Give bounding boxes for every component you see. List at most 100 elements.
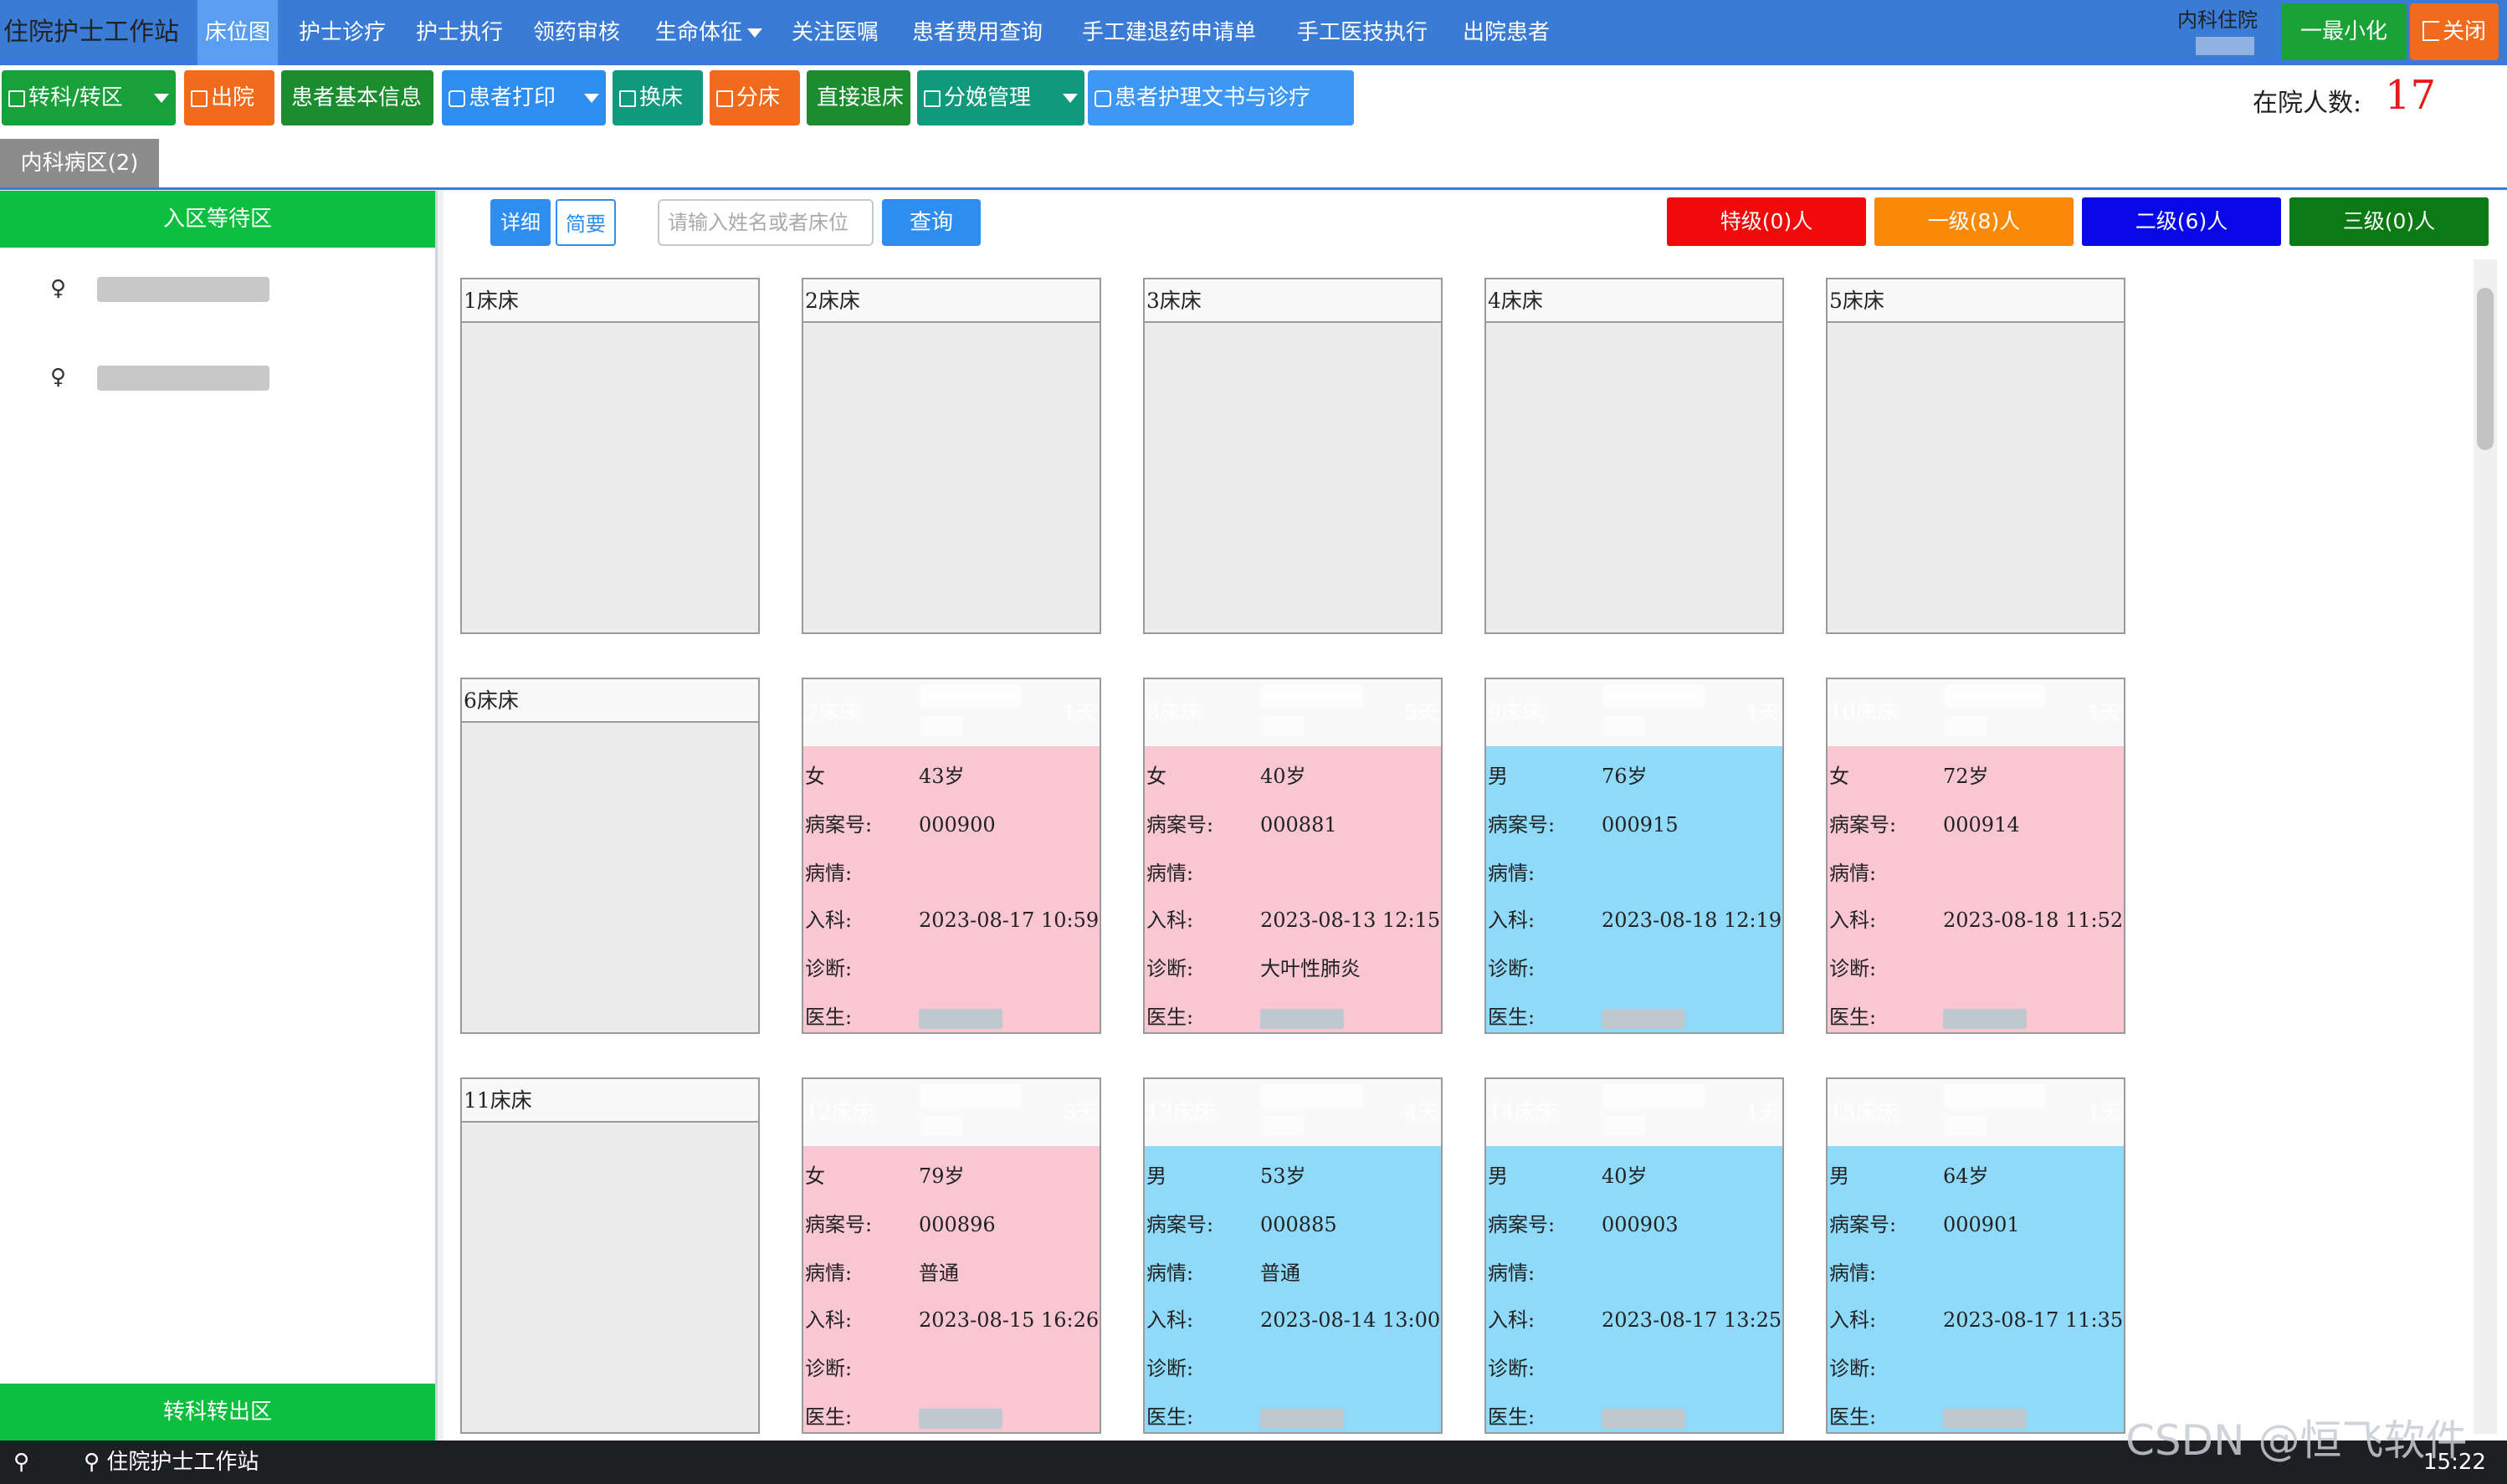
patient-name-redacted [1262, 1116, 1304, 1136]
change-bed-button[interactable]: 换床 [613, 70, 703, 125]
bed-field: 医生: [1488, 1000, 1685, 1030]
bed-field: 入科: 2023-08-15 16:26 [805, 1303, 1099, 1333]
patient-name-redacted [1603, 1084, 1704, 1108]
bed-card[interactable]: 4床床 [1484, 278, 1784, 634]
doctor-name-redacted [1943, 1408, 2027, 1429]
bed-field-value: 普通 [919, 1261, 959, 1285]
bed-field: 医生: [1146, 1400, 1344, 1430]
field-label: 病情: [805, 1261, 853, 1285]
waiting-area-header[interactable]: 入区等待区 [0, 191, 435, 248]
patient-name-redacted [1945, 1084, 2045, 1108]
patient-info-button[interactable]: 患者基本信息 [281, 70, 433, 125]
bed-header: 7床床 1天 [803, 679, 1100, 746]
taskbar-app[interactable]: ⚲ 住院护士工作站 [84, 1441, 259, 1484]
nav-followed-orders[interactable]: 关注医嘱 [785, 0, 885, 65]
left-panel [0, 191, 438, 1441]
doctor-name-redacted [1602, 1408, 1685, 1429]
waiting-patient[interactable]: ♀ [50, 365, 269, 391]
field-label: 诊断: [1488, 957, 1535, 980]
department-label: 内科住院 [2177, 8, 2258, 32]
waiting-patient[interactable]: ♀ [50, 276, 269, 302]
nav-fee-query[interactable]: 患者费用查询 [904, 0, 1051, 65]
nav-nurse-treatment[interactable]: 护士诊疗 [293, 0, 392, 65]
bed-field: 女 79岁 [805, 1159, 965, 1189]
bed-header: 15床床 1天 [1828, 1079, 2124, 1146]
field-label: 入科: [1488, 1308, 1535, 1332]
delivery-management-button[interactable]: 分娩管理 [917, 70, 1084, 125]
nav-nurse-execution[interactable]: 护士执行 [405, 0, 514, 65]
chevron-down-icon[interactable] [154, 94, 169, 103]
button-label: 患者基本信息 [291, 85, 423, 110]
bed-label: 2床床 [803, 279, 1100, 323]
doctor-name-redacted [1602, 1008, 1685, 1029]
gender: 男 [1488, 765, 1508, 788]
bed-field: 男 64岁 [1829, 1159, 1989, 1189]
bed-card[interactable]: 8床床 5天女 40岁 病案号: 000881 病情: 入科: 2023-08-13 12:1… [1143, 678, 1443, 1034]
nav-vital-signs[interactable]: 生命体征 [646, 0, 772, 65]
bed-card[interactable]: 14床床 1天男 40岁 病案号: 000903 病情: 入科: 2023-08-17 13:… [1484, 1077, 1784, 1434]
assign-bed-button[interactable]: 分床 [710, 70, 800, 125]
nav-label: 患者费用查询 [911, 20, 1043, 45]
minimize-button[interactable]: 一最小化 [2281, 3, 2407, 60]
field-label: 病案号: [805, 1213, 873, 1236]
nav-bed-map[interactable]: 床位图 [197, 0, 278, 65]
gender: 女 [805, 1164, 825, 1188]
stay-days: 5天 [1404, 701, 1438, 724]
detail-view-button[interactable]: 详细 [490, 199, 551, 246]
close-button[interactable]: 关闭 [2410, 3, 2499, 60]
direct-release-bed-button[interactable]: 直接退床 [807, 70, 910, 125]
bed-field-value: 2023-08-18 12:19 [1602, 908, 1782, 932]
nav-manual-return-request[interactable]: 手工建退药申请单 [1073, 0, 1265, 65]
bed-card[interactable]: 11床床 [460, 1077, 760, 1434]
bed-card[interactable]: 12床床 3天女 79岁 病案号: 000896 病情: 普通 入科: 2023-08-15 1… [802, 1077, 1101, 1434]
field-label: 病情: [1829, 1261, 1877, 1285]
level-one-badge[interactable]: 一级(8)人 [1874, 197, 2074, 246]
stay-days: 1天 [2087, 701, 2120, 724]
transfer-dept-button[interactable]: 转科/转区 [2, 70, 176, 125]
bed-card[interactable]: 1床床 [460, 278, 760, 634]
nursing-documents-button[interactable]: 患者护理文书与诊疗 [1088, 70, 1354, 125]
bed-card[interactable]: 7床床 1天女 43岁 病案号: 000900 病情: 入科: 2023-08-17 10:5… [802, 678, 1101, 1034]
level-two-badge[interactable]: 二级(6)人 [2082, 197, 2281, 246]
button-label: 转科/转区 [28, 85, 123, 110]
bed-card[interactable]: 6床床 [460, 678, 760, 1034]
button-label: 分床 [736, 85, 781, 110]
bed-card[interactable]: 13床床 4天男 53岁 病案号: 000885 病情: 普通 入科: 2023-08-14 1… [1143, 1077, 1443, 1434]
nav-manual-tech-execution[interactable]: 手工医技执行 [1287, 0, 1438, 65]
discharge-button[interactable]: 出院 [184, 70, 274, 125]
chevron-down-icon[interactable] [584, 94, 599, 103]
stay-days: 3天 [1063, 1101, 1096, 1124]
simple-view-button[interactable]: 简要 [556, 199, 616, 246]
search-input[interactable] [658, 199, 874, 246]
nav-discharged-patients[interactable]: 出院患者 [1456, 0, 1556, 65]
bed-card[interactable]: 10床床 1天女 72岁 病案号: 000914 病情: 入科: 2023-08-18 11:… [1826, 678, 2125, 1034]
nav-label: 护士执行 [415, 20, 503, 45]
edit-icon [924, 90, 941, 107]
field-label: 诊断: [805, 1357, 853, 1380]
bed-card[interactable]: 5床床 [1826, 278, 2125, 634]
bed-field: 医生: [1829, 1400, 2027, 1430]
query-button[interactable]: 查询 [882, 199, 981, 246]
level-special-badge[interactable]: 特级(0)人 [1667, 197, 1866, 246]
nav-drug-review[interactable]: 领药审核 [524, 0, 629, 65]
level-three-badge[interactable]: 三级(0)人 [2289, 197, 2489, 246]
transfer-out-area-header[interactable]: 转科转出区 [0, 1384, 435, 1441]
bed-field: 医生: [805, 1000, 1002, 1030]
scrollbar-track[interactable] [2474, 259, 2497, 1434]
bed-field-value: 普通 [1260, 1261, 1300, 1285]
bed-card[interactable]: 3床床 [1143, 278, 1443, 634]
stay-days: 4天 [1404, 1101, 1438, 1124]
chevron-down-icon[interactable] [1063, 94, 1078, 103]
tab-internal-ward[interactable]: 内科病区(2) [0, 139, 159, 187]
bed-card[interactable]: 2床床 [802, 278, 1101, 634]
bed-label: 9床床 [1488, 700, 1543, 724]
field-label: 病情: [1488, 862, 1535, 885]
pin-icon[interactable]: ⚲ [13, 1450, 30, 1475]
top-nav-bar [0, 0, 2507, 65]
patient-print-button[interactable]: 患者打印 [442, 70, 606, 125]
scrollbar-thumb[interactable] [2477, 288, 2494, 450]
bed-label: 10床床 [1829, 700, 1898, 724]
bed-field: 男 76岁 [1488, 760, 1648, 789]
bed-card[interactable]: 15床床 1天男 64岁 病案号: 000901 病情: 入科: 2023-08-17 11:… [1826, 1077, 2125, 1434]
bed-card[interactable]: 9床床 1天男 76岁 病案号: 000915 病情: 入科: 2023-08-18 12:1… [1484, 678, 1784, 1034]
